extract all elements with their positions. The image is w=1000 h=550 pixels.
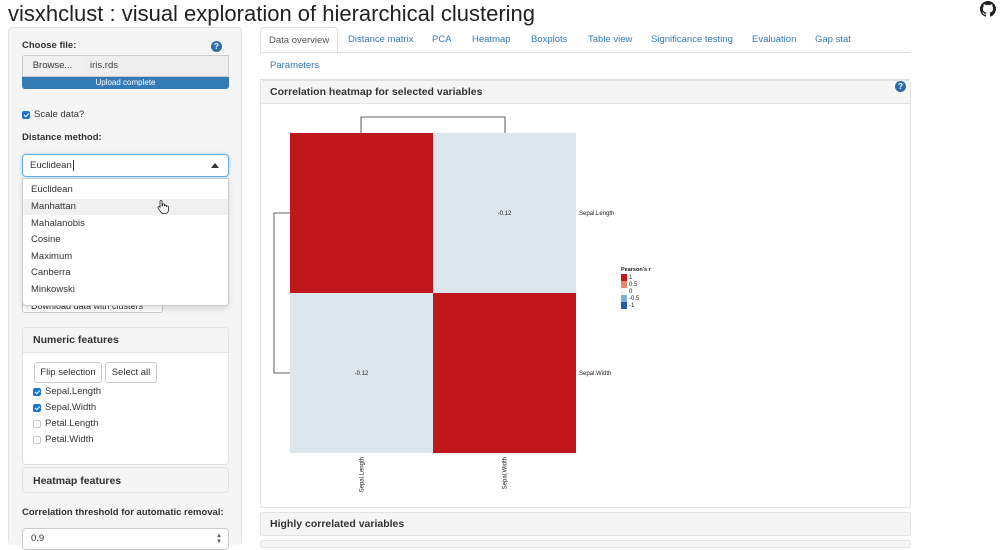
column-label: Sepal.Width — [503, 457, 509, 489]
legend-swatch — [621, 288, 627, 295]
legend-tick-label: 0 — [629, 289, 633, 295]
upload-progress-bar: Upload complete — [22, 77, 229, 89]
corr-threshold-input[interactable]: 0.9 ▲ ▼ — [22, 528, 229, 550]
heatmap-cell — [433, 293, 576, 453]
legend-tick-label: 1 — [629, 275, 633, 281]
legend-swatch — [621, 274, 627, 281]
tab-gap-stat[interactable]: Gap stat — [815, 34, 851, 45]
sepal-width-checkbox[interactable] — [33, 404, 41, 412]
tab-pca[interactable]: PCA — [432, 34, 452, 45]
panel-title: Highly correlated variables — [270, 518, 405, 530]
row-label: Sepal.Width — [579, 371, 611, 377]
numeric-features-title: Numeric features — [33, 334, 119, 346]
tab-parameters[interactable]: Parameters — [270, 60, 320, 71]
option-canberra[interactable]: Canberra — [31, 267, 71, 278]
cell-value-label: -0.12 — [498, 211, 512, 217]
browse-button[interactable]: Browse... — [22, 55, 83, 77]
heatmap-features-panel[interactable]: Heatmap features — [22, 467, 229, 493]
row-dendrogram — [273, 212, 290, 374]
distance-method-value: Euclidean — [30, 160, 72, 171]
corr-threshold-label: Correlation threshold for automatic remo… — [22, 507, 224, 518]
legend-swatch — [621, 281, 627, 288]
option-maximum[interactable]: Maximum — [31, 251, 73, 262]
heatmap-cell — [290, 293, 433, 453]
collapsed-panel[interactable] — [260, 540, 911, 548]
tab-divider — [260, 52, 910, 53]
cell-value-label: -0.12 — [355, 371, 369, 377]
tab-distance-matrix[interactable]: Distance matrix — [348, 34, 414, 45]
legend-title: Pearson's r — [621, 267, 652, 273]
tab-significance-testing[interactable]: Significance testing — [651, 34, 733, 45]
hand-pointer-icon — [157, 200, 169, 214]
spinner-icon[interactable]: ▲ ▼ — [216, 533, 222, 545]
legend-tick-label: -1 — [629, 303, 635, 309]
corr-threshold-value: 0.9 — [31, 533, 45, 544]
tab-divider — [260, 79, 910, 80]
feature-label: Sepal.Width — [45, 402, 97, 413]
legend-swatch — [621, 295, 627, 302]
flip-selection-button[interactable]: Flip selection — [34, 362, 102, 383]
option-minkowski[interactable]: Minkowski — [31, 284, 75, 295]
column-label: Sepal.Length — [360, 457, 366, 492]
heatmap-cell — [290, 133, 433, 293]
numeric-features-panel: Numeric features Flip selection Select a… — [22, 327, 229, 465]
help-icon[interactable]: ? — [211, 41, 222, 52]
tab-data-overview[interactable]: Data overview — [260, 27, 339, 52]
help-icon[interactable]: ? — [895, 81, 906, 92]
panel-title: Correlation heatmap for selected variabl… — [270, 86, 483, 98]
column-dendrogram — [360, 116, 506, 133]
petal-length-checkbox[interactable] — [33, 420, 41, 428]
select-all-button[interactable]: Select all — [105, 362, 157, 383]
legend-tick-label: 0.5 — [629, 282, 638, 288]
tab-evaluation[interactable]: Evaluation — [752, 34, 797, 45]
distance-method-dropdown: Euclidean Manhattan Mahalanobis Cosine M… — [22, 178, 229, 306]
sidebar: Choose file: ? Browse... iris.rds Upload… — [8, 27, 242, 550]
caret-up-icon — [211, 163, 219, 168]
sepal-length-checkbox[interactable] — [33, 388, 41, 396]
tab-boxplots[interactable]: Boxplots — [531, 34, 568, 45]
heatmap-cell — [433, 133, 576, 293]
option-euclidean[interactable]: Euclidean — [31, 184, 73, 195]
row-label: Sepal.Length — [579, 211, 614, 217]
heatmap-features-title: Heatmap features — [33, 475, 122, 487]
option-cosine[interactable]: Cosine — [31, 234, 61, 245]
option-mahalanobis[interactable]: Mahalanobis — [31, 218, 85, 229]
distance-method-select[interactable]: Euclidean — [22, 154, 229, 177]
app-title: visxhclust : visual exploration of hiera… — [8, 1, 536, 26]
github-icon[interactable] — [980, 1, 996, 17]
panel-header: Correlation heatmap for selected variabl… — [261, 81, 910, 104]
tab-table-view[interactable]: Table view — [588, 34, 633, 45]
tab-bar: Data overview Distance matrix PCA Heatma… — [260, 27, 910, 79]
feature-label: Petal.Length — [45, 418, 99, 429]
petal-width-checkbox[interactable] — [33, 436, 41, 444]
option-manhattan[interactable]: Manhattan — [23, 199, 228, 215]
choose-file-label: Choose file: — [22, 40, 77, 51]
legend-tick-label: -0.5 — [629, 296, 640, 302]
file-name-field: iris.rds — [82, 55, 229, 77]
scale-data-label: Scale data? — [34, 109, 85, 120]
distance-method-label: Distance method: — [22, 132, 102, 143]
highly-correlated-panel[interactable]: Highly correlated variables — [260, 512, 911, 536]
tab-heatmap[interactable]: Heatmap — [472, 34, 511, 45]
feature-label: Sepal.Length — [45, 386, 101, 397]
scale-data-checkbox[interactable] — [22, 111, 30, 119]
feature-label: Petal.Width — [45, 434, 94, 445]
correlation-heatmap: -0.12 Sepal.Length Sepal.Length -0.12 Sepal.… — [273, 116, 652, 492]
legend-swatch — [621, 302, 627, 309]
